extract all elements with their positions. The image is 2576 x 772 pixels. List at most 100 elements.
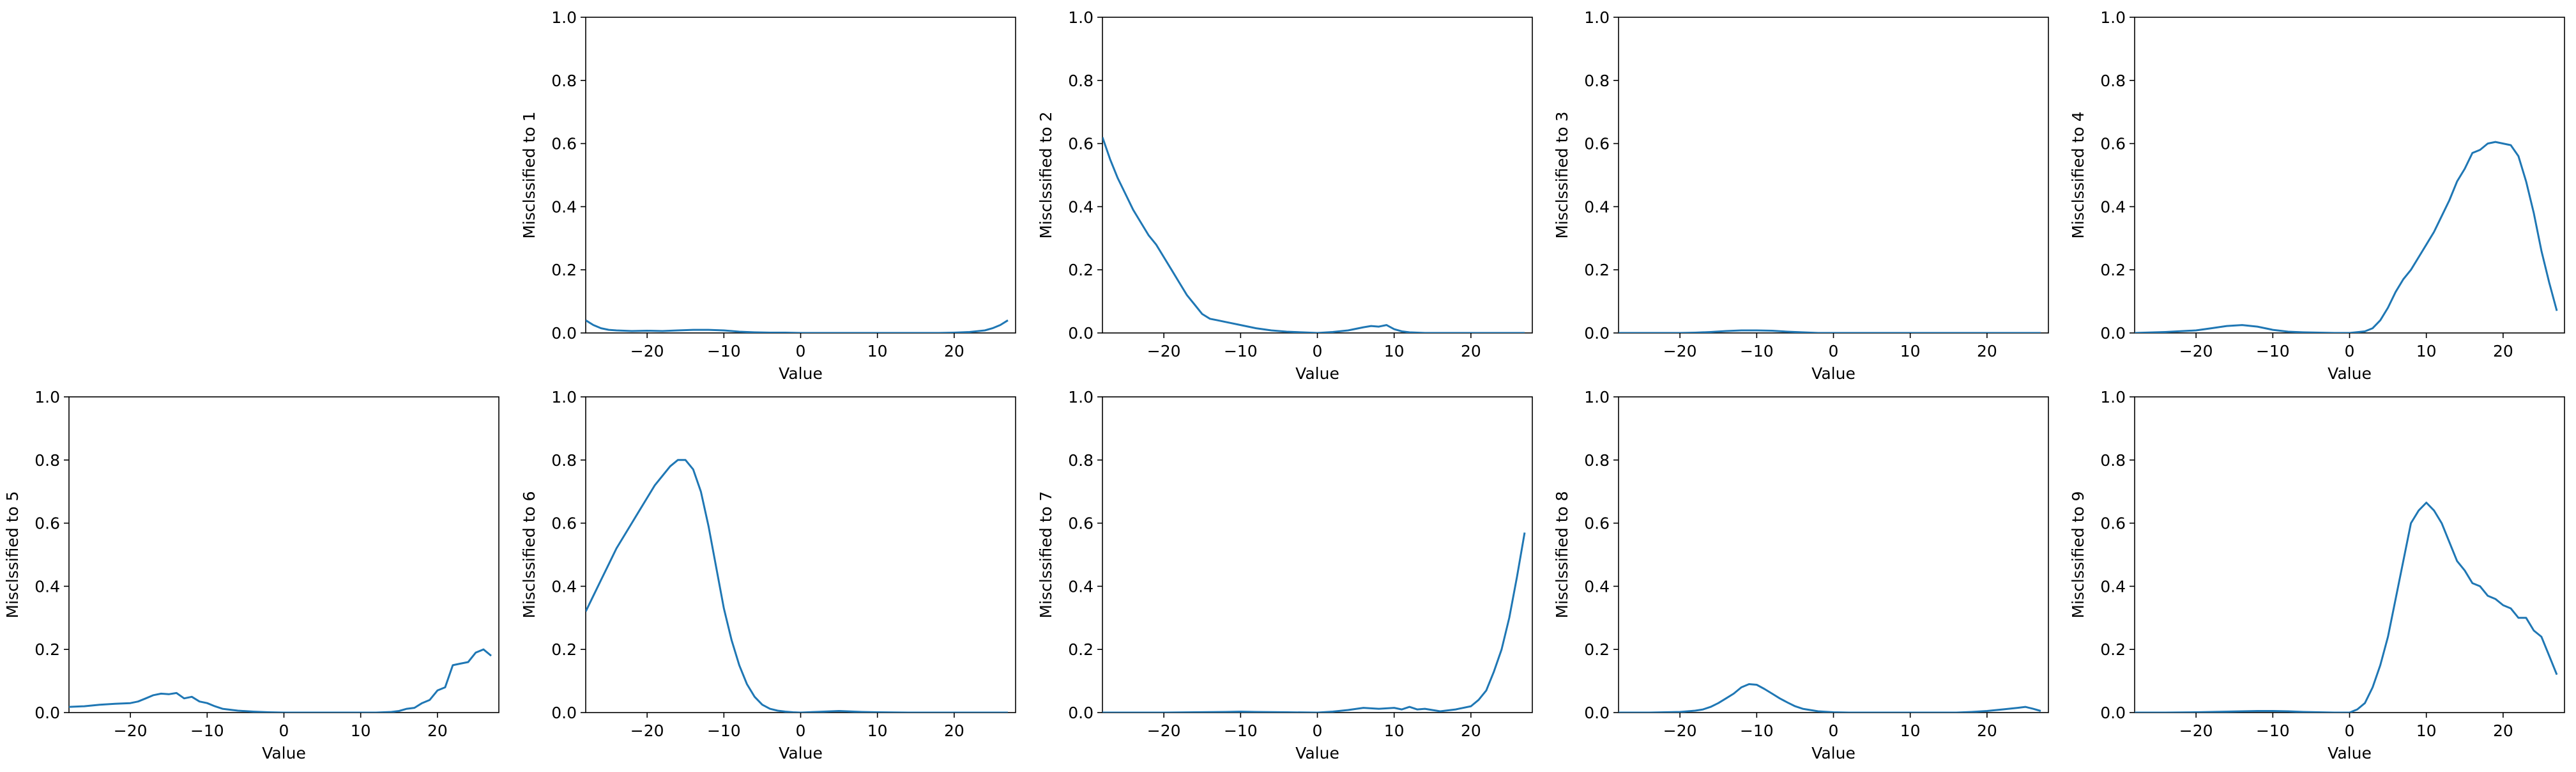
axes-frame xyxy=(1102,17,1533,334)
series-line xyxy=(2135,502,2558,713)
x-tick-label: −20 xyxy=(2179,722,2213,740)
y-tick-label: 1.0 xyxy=(1068,388,1094,406)
axes-frame xyxy=(2134,396,2565,713)
y-tick-label: 0.0 xyxy=(1584,324,1610,343)
y-tick-label: 1.0 xyxy=(551,388,577,406)
x-tick-label: −20 xyxy=(630,342,664,360)
subplot-5: 0.0 0.2 0.4 0.6 0.8 1.0 −20 −10 0 10 20 Value Miscls… xyxy=(3,388,499,762)
y-tick-label: 0.2 xyxy=(1068,640,1094,659)
y-tick-label: 0.2 xyxy=(1584,640,1610,659)
y-tick-label: 0.0 xyxy=(551,324,577,343)
y-axis-label: Misclssified to 6 xyxy=(520,491,538,618)
y-tick-label: 0.0 xyxy=(1068,704,1094,722)
y-tick-label: 0.6 xyxy=(2100,514,2126,533)
x-tick-label: −10 xyxy=(707,342,741,360)
x-tick-label: −10 xyxy=(1224,342,1258,360)
y-axis-label: Misclssified to 2 xyxy=(1037,111,1055,238)
y-tick-label: 0.4 xyxy=(34,577,60,596)
y-tick-label: 0.0 xyxy=(34,704,60,722)
x-axis-label: Value xyxy=(2328,744,2372,762)
y-axis-label: Misclssified to 5 xyxy=(3,491,22,618)
x-tick-label: 10 xyxy=(2416,342,2437,360)
x-tick-label: −10 xyxy=(2256,722,2290,740)
x-tick-label: 20 xyxy=(944,722,964,740)
x-tick-label: −20 xyxy=(1663,342,1697,360)
x-axis-label: Value xyxy=(779,364,823,383)
x-axis-label: Value xyxy=(1295,364,1339,383)
subplot-4: 0.0 0.2 0.4 0.6 0.8 1.0 −20 −10 0 10 20 Value Miscls… xyxy=(2069,8,2565,383)
x-tick-label: −20 xyxy=(630,722,664,740)
subplot-8: 0.0 0.2 0.4 0.6 0.8 1.0 −20 −10 0 10 20 Value Miscls… xyxy=(1553,388,2049,762)
x-axis-label: Value xyxy=(779,744,823,762)
series-line xyxy=(586,459,1008,713)
y-tick-label: 0.6 xyxy=(1584,135,1610,153)
y-tick-label: 0.0 xyxy=(2100,704,2126,722)
y-tick-label: 0.2 xyxy=(1068,261,1094,279)
x-tick-label: 0 xyxy=(2345,342,2355,360)
y-tick-label: 0.6 xyxy=(2100,135,2126,153)
y-tick-label: 0.2 xyxy=(551,640,577,659)
x-tick-label: 20 xyxy=(427,722,448,740)
y-tick-label: 0.2 xyxy=(2100,640,2126,659)
x-tick-label: −20 xyxy=(1147,722,1181,740)
x-axis-label: Value xyxy=(2328,364,2372,383)
y-axis-label: Misclssified to 3 xyxy=(1553,111,1571,238)
x-tick-label: 20 xyxy=(2493,342,2513,360)
x-tick-label: 10 xyxy=(1384,342,1405,360)
y-tick-label: 0.4 xyxy=(1584,577,1610,596)
y-tick-label: 0.0 xyxy=(551,704,577,722)
y-axis-label: Misclssified to 9 xyxy=(2069,491,2087,618)
x-tick-label: −10 xyxy=(2256,342,2290,360)
x-axis-label: Value xyxy=(1811,364,1856,383)
x-tick-label: −20 xyxy=(1147,342,1181,360)
x-tick-label: 20 xyxy=(2493,722,2513,740)
series-line xyxy=(2135,141,2558,333)
y-tick-label: 0.4 xyxy=(551,577,577,596)
x-tick-label: 10 xyxy=(2416,722,2437,740)
y-tick-label: 0.0 xyxy=(1068,324,1094,343)
subplot-7: 0.0 0.2 0.4 0.6 0.8 1.0 −20 −10 0 10 20 Value Miscls… xyxy=(1037,388,1533,762)
y-tick-label: 0.6 xyxy=(34,514,60,533)
axes-frame xyxy=(1618,396,2049,713)
x-tick-label: 0 xyxy=(1829,342,1839,360)
x-tick-label: 10 xyxy=(1900,722,1921,740)
x-tick-label: 10 xyxy=(867,722,888,740)
y-tick-label: 0.4 xyxy=(1068,197,1094,216)
x-tick-label: −10 xyxy=(1224,722,1258,740)
x-axis-label: Value xyxy=(1811,744,1856,762)
series-line xyxy=(69,648,492,713)
series-line xyxy=(1619,329,2041,333)
y-tick-label: 1.0 xyxy=(34,388,60,406)
y-tick-label: 0.8 xyxy=(1584,72,1610,90)
y-tick-label: 0.4 xyxy=(2100,577,2126,596)
y-tick-label: 0.6 xyxy=(551,514,577,533)
axes-frame xyxy=(1102,396,1533,713)
y-tick-label: 0.4 xyxy=(1584,197,1610,216)
y-tick-label: 0.0 xyxy=(2100,324,2126,343)
y-tick-label: 0.8 xyxy=(2100,451,2126,470)
axes-frame xyxy=(2134,17,2565,334)
y-axis-label: Misclssified to 4 xyxy=(2069,111,2087,238)
axes-frame xyxy=(585,17,1016,334)
y-tick-label: 0.6 xyxy=(1584,514,1610,533)
x-tick-label: −20 xyxy=(2179,342,2213,360)
y-axis-label: Misclssified to 8 xyxy=(1553,491,1571,618)
series-line xyxy=(1619,683,2041,713)
axes-frame xyxy=(585,396,1016,713)
series-line xyxy=(586,319,1009,333)
y-tick-label: 1.0 xyxy=(2100,8,2126,27)
x-tick-label: 20 xyxy=(1977,722,1997,740)
y-tick-label: 0.2 xyxy=(551,261,577,279)
y-tick-label: 0.6 xyxy=(551,135,577,153)
y-tick-label: 0.2 xyxy=(34,640,60,659)
subplot-2: 0.0 0.2 0.4 0.6 0.8 1.0 −20 −10 0 10 20 Value Miscls… xyxy=(1037,8,1533,383)
y-tick-label: 0.8 xyxy=(1584,451,1610,470)
y-tick-label: 0.8 xyxy=(1068,72,1094,90)
y-tick-label: 0.2 xyxy=(1584,261,1610,279)
y-tick-label: 1.0 xyxy=(1584,8,1610,27)
x-tick-label: −20 xyxy=(1663,722,1697,740)
y-axis-label: Misclssified to 7 xyxy=(1037,491,1055,618)
y-tick-label: 0.8 xyxy=(34,451,60,470)
x-tick-label: 20 xyxy=(944,342,964,360)
